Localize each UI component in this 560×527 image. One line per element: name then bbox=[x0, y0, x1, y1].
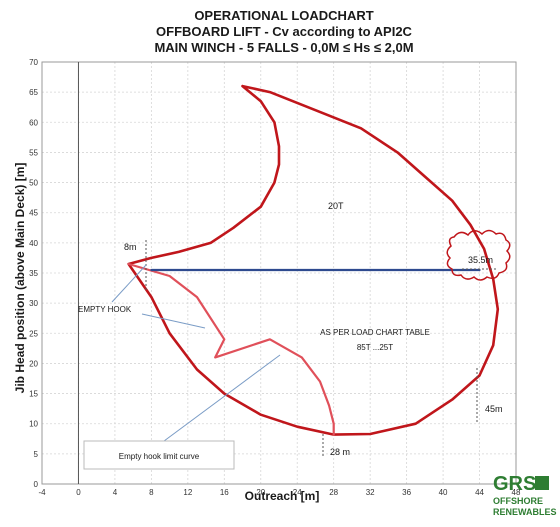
plot-frame bbox=[41, 61, 517, 485]
logo-mark bbox=[535, 476, 549, 490]
x-tick-label: 32 bbox=[366, 488, 375, 497]
x-tick-label: 4 bbox=[113, 488, 118, 497]
y-tick-label: 5 bbox=[34, 450, 39, 459]
logo-line-1: OFFSHORE bbox=[493, 496, 543, 506]
pointer-lines bbox=[111, 264, 281, 445]
y-axis-label: Jib Head position (above Main Deck) [m] bbox=[13, 163, 27, 394]
annotation-20t: 20T bbox=[328, 201, 344, 211]
y-tick-label: 10 bbox=[29, 420, 38, 429]
y-tick-label: 35 bbox=[29, 269, 38, 278]
annotation-28m: 28 m bbox=[330, 447, 350, 457]
x-tick-label: 28 bbox=[329, 488, 338, 497]
x-tick-label: -4 bbox=[38, 488, 46, 497]
cloud-marker bbox=[446, 229, 511, 281]
y-tick-label: 40 bbox=[29, 239, 38, 248]
y-tick-label: 20 bbox=[29, 359, 38, 368]
y-tick-label: 50 bbox=[29, 179, 38, 188]
annotation-empty-hook: EMPTY HOOK bbox=[78, 305, 132, 314]
x-tick-label: 48 bbox=[512, 488, 521, 497]
y-tick-label: 0 bbox=[34, 480, 39, 489]
x-tick-label: 12 bbox=[183, 488, 192, 497]
annotation-8m: 8m bbox=[124, 242, 137, 252]
x-tick-label: 44 bbox=[475, 488, 484, 497]
x-tick-label: 24 bbox=[293, 488, 302, 497]
empty-hook-pointer-2 bbox=[141, 313, 206, 329]
x-tick-label: 20 bbox=[256, 488, 265, 497]
y-tick-label: 45 bbox=[29, 209, 38, 218]
y-tick-label: 65 bbox=[29, 88, 38, 97]
chart-title-line-2: OFFBOARD LIFT - Cv according to API2C bbox=[156, 24, 413, 39]
empty-hook-limit-line bbox=[127, 262, 335, 436]
x-tick-label: 40 bbox=[439, 488, 448, 497]
y-tick-label: 25 bbox=[29, 329, 38, 338]
grid-layer bbox=[41, 61, 517, 485]
grs-logo: GRS OFFSHORE RENEWABLES bbox=[493, 473, 557, 517]
y-tick-label: 15 bbox=[29, 390, 38, 399]
series-layer bbox=[127, 84, 500, 436]
annotation-35-5m: 35.5m bbox=[468, 255, 493, 265]
chart-title-line-1: OPERATIONAL LOADCHART bbox=[194, 8, 373, 23]
logo-primary: GRS bbox=[493, 473, 536, 495]
annotation-load-chart-table: AS PER LOAD CHART TABLE bbox=[320, 328, 430, 337]
y-tick-label: 70 bbox=[29, 58, 38, 67]
logo-line-2: RENEWABLES bbox=[493, 507, 557, 517]
limit-curve-pointer bbox=[159, 354, 281, 445]
limit-curve-label-box bbox=[83, 440, 235, 470]
y-tick-label: 55 bbox=[29, 148, 38, 157]
x-tick-label: 16 bbox=[220, 488, 229, 497]
empty-hook-pointer bbox=[111, 264, 147, 303]
y-tick-label: 30 bbox=[29, 299, 38, 308]
load-envelope-line bbox=[127, 84, 500, 436]
x-tick-label: 8 bbox=[149, 488, 154, 497]
tick-layer: -4 0 4 8 12 16 20 24 28 32 36 40 44 48051015202530354… bbox=[29, 58, 521, 497]
x-tick-label: 36 bbox=[402, 488, 411, 497]
x-tick-label: 0 bbox=[76, 488, 81, 497]
x-axis-label: Outreach [m] bbox=[245, 489, 320, 503]
annotation-45m: 45m bbox=[485, 404, 503, 414]
annotation-load-range: 85T ...25T bbox=[357, 343, 393, 352]
chart-title-line-3: MAIN WINCH - 5 FALLS - 0,0M ≤ Hs ≤ 2,0M bbox=[154, 40, 413, 55]
annotation-empty-hook-limit-curve: Empty hook limit curve bbox=[119, 452, 200, 461]
y-tick-label: 60 bbox=[29, 118, 38, 127]
